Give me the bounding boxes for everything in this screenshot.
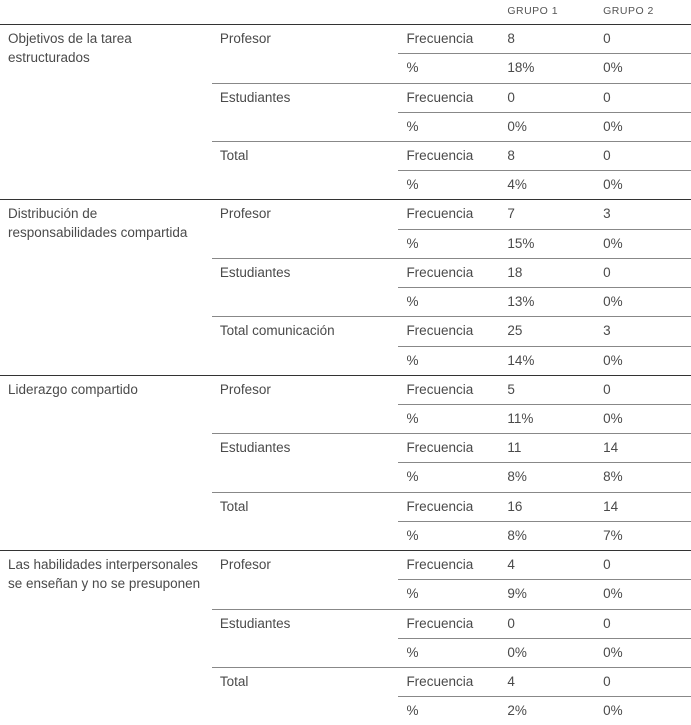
col-header-grupo1: GRUPO 1 xyxy=(499,0,595,25)
value-g1: 25 xyxy=(499,317,595,346)
value-g1: 0% xyxy=(499,112,595,141)
metric-label: % xyxy=(398,229,499,258)
value-g2: 0 xyxy=(595,375,691,404)
category-label: Las habilidades interpersonales se enseñ… xyxy=(0,551,212,725)
role-label: Estudiantes xyxy=(212,258,399,316)
value-g2: 0 xyxy=(595,258,691,287)
value-g2: 7% xyxy=(595,521,691,550)
role-label: Estudiantes xyxy=(212,434,399,492)
metric-label: % xyxy=(398,697,499,725)
value-g2: 0 xyxy=(595,667,691,696)
value-g2: 0% xyxy=(595,697,691,725)
value-g2: 0 xyxy=(595,25,691,54)
role-label: Estudiantes xyxy=(212,609,399,667)
metric-label: Frecuencia xyxy=(398,25,499,54)
value-g1: 7 xyxy=(499,200,595,229)
value-g1: 15% xyxy=(499,229,595,258)
metric-label: % xyxy=(398,112,499,141)
metric-label: Frecuencia xyxy=(398,317,499,346)
role-label: Total xyxy=(212,667,399,725)
value-g1: 18% xyxy=(499,54,595,83)
metric-label: Frecuencia xyxy=(398,83,499,112)
table-header-row: GRUPO 1GRUPO 2 xyxy=(0,0,691,25)
role-label: Total comunicación xyxy=(212,317,399,375)
value-g2: 0% xyxy=(595,229,691,258)
value-g2: 14 xyxy=(595,434,691,463)
metric-label: % xyxy=(398,580,499,609)
role-label: Profesor xyxy=(212,375,399,433)
metric-label: % xyxy=(398,54,499,83)
metric-label: % xyxy=(398,288,499,317)
value-g1: 4% xyxy=(499,171,595,200)
value-g1: 2% xyxy=(499,697,595,725)
role-label: Total xyxy=(212,142,399,200)
value-g2: 0 xyxy=(595,142,691,171)
role-label: Profesor xyxy=(212,551,399,609)
table-row: Liderazgo compartidoProfesorFrecuencia50 xyxy=(0,375,691,404)
metric-label: % xyxy=(398,638,499,667)
metric-label: % xyxy=(398,521,499,550)
value-g1: 11 xyxy=(499,434,595,463)
col-header-grupo2: GRUPO 2 xyxy=(595,0,691,25)
value-g2: 0 xyxy=(595,83,691,112)
value-g1: 14% xyxy=(499,346,595,375)
value-g2: 0% xyxy=(595,288,691,317)
category-label: Objetivos de la tarea estructurados xyxy=(0,25,212,200)
metric-label: % xyxy=(398,463,499,492)
data-table: GRUPO 1GRUPO 2Objetivos de la tarea estr… xyxy=(0,0,691,725)
value-g2: 14 xyxy=(595,492,691,521)
value-g1: 4 xyxy=(499,667,595,696)
metric-label: Frecuencia xyxy=(398,375,499,404)
table-row: Las habilidades interpersonales se enseñ… xyxy=(0,551,691,580)
value-g2: 3 xyxy=(595,200,691,229)
value-g1: 13% xyxy=(499,288,595,317)
role-label: Total xyxy=(212,492,399,550)
metric-label: Frecuencia xyxy=(398,609,499,638)
metric-label: Frecuencia xyxy=(398,551,499,580)
value-g1: 18 xyxy=(499,258,595,287)
role-label: Profesor xyxy=(212,200,399,258)
value-g2: 8% xyxy=(595,463,691,492)
value-g2: 0% xyxy=(595,638,691,667)
value-g2: 3 xyxy=(595,317,691,346)
value-g2: 0% xyxy=(595,171,691,200)
value-g2: 0% xyxy=(595,112,691,141)
value-g1: 8% xyxy=(499,463,595,492)
value-g2: 0% xyxy=(595,54,691,83)
value-g1: 0 xyxy=(499,609,595,638)
metric-label: Frecuencia xyxy=(398,200,499,229)
value-g1: 9% xyxy=(499,580,595,609)
value-g2: 0 xyxy=(595,609,691,638)
metric-label: % xyxy=(398,171,499,200)
table-row: Objetivos de la tarea estructuradosProfe… xyxy=(0,25,691,54)
role-label: Estudiantes xyxy=(212,83,399,141)
category-label: Liderazgo compartido xyxy=(0,375,212,550)
value-g1: 0% xyxy=(499,638,595,667)
value-g2: 0% xyxy=(595,346,691,375)
metric-label: % xyxy=(398,346,499,375)
category-label: Distribución de responsabilidades compar… xyxy=(0,200,212,375)
metric-label: Frecuencia xyxy=(398,434,499,463)
value-g1: 5 xyxy=(499,375,595,404)
value-g1: 4 xyxy=(499,551,595,580)
value-g2: 0% xyxy=(595,405,691,434)
table-row: Distribución de responsabilidades compar… xyxy=(0,200,691,229)
value-g1: 16 xyxy=(499,492,595,521)
value-g1: 0 xyxy=(499,83,595,112)
value-g1: 8% xyxy=(499,521,595,550)
metric-label: Frecuencia xyxy=(398,258,499,287)
value-g1: 8 xyxy=(499,25,595,54)
value-g2: 0 xyxy=(595,551,691,580)
metric-label: Frecuencia xyxy=(398,667,499,696)
metric-label: Frecuencia xyxy=(398,492,499,521)
role-label: Profesor xyxy=(212,25,399,83)
value-g2: 0% xyxy=(595,580,691,609)
metric-label: % xyxy=(398,405,499,434)
value-g1: 8 xyxy=(499,142,595,171)
value-g1: 11% xyxy=(499,405,595,434)
metric-label: Frecuencia xyxy=(398,142,499,171)
